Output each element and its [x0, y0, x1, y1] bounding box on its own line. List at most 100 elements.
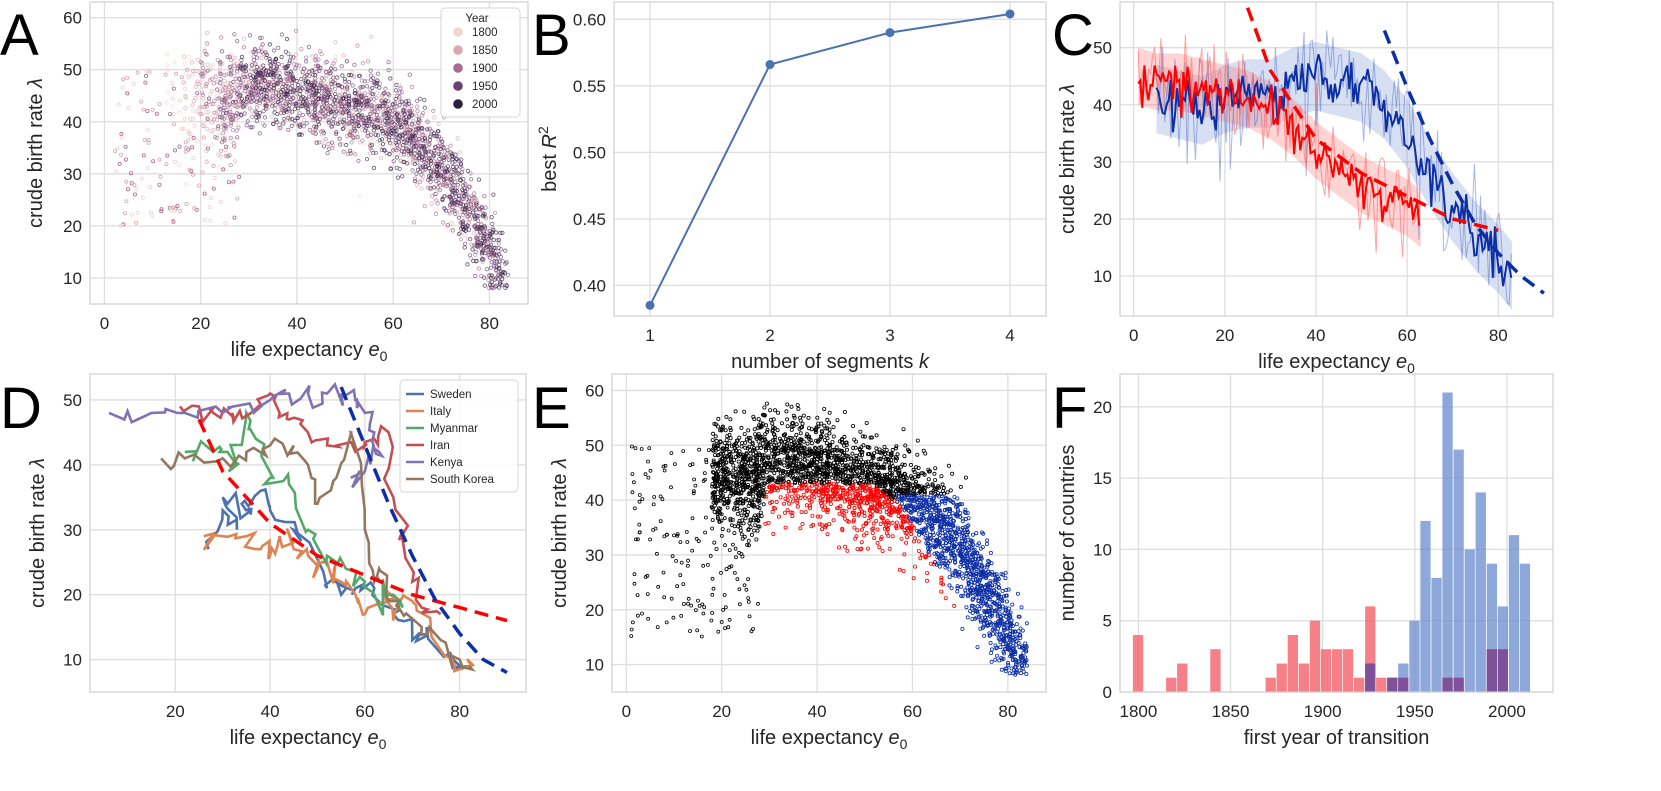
data-point — [816, 421, 821, 426]
x-axis-label-main: life expectancy — [1258, 351, 1396, 373]
data-point — [761, 502, 766, 507]
data-point — [795, 403, 800, 408]
data-point — [328, 78, 333, 83]
data-point — [444, 161, 449, 166]
data-point — [264, 99, 269, 104]
legend-label: Kenya — [430, 457, 463, 469]
data-point — [923, 555, 928, 560]
data-point — [399, 99, 404, 104]
data-point — [448, 143, 453, 148]
data-point — [473, 225, 478, 230]
data-point — [423, 164, 428, 169]
data-point — [969, 545, 974, 550]
data-point — [1003, 647, 1008, 652]
data-point — [414, 182, 420, 188]
data-point — [714, 422, 719, 427]
data-point — [795, 504, 800, 509]
data-point — [394, 112, 400, 118]
data-point — [433, 211, 438, 216]
data-point — [316, 88, 322, 94]
data-point — [364, 157, 370, 162]
x-axis-label-subscript: 0 — [379, 736, 387, 752]
data-point — [187, 54, 192, 59]
data-point — [842, 409, 847, 414]
data-point — [278, 125, 283, 131]
data-point — [948, 514, 953, 519]
data-point — [916, 549, 921, 554]
data-point — [1002, 638, 1007, 643]
series-line-south-korea — [160, 430, 477, 672]
data-point — [245, 119, 250, 124]
data-point — [288, 54, 293, 59]
data-point — [864, 501, 869, 506]
data-point — [317, 49, 322, 54]
data-point — [841, 490, 846, 495]
data-point — [342, 117, 347, 122]
data-point — [788, 510, 793, 515]
data-point — [218, 71, 223, 76]
data-point — [253, 51, 258, 56]
data-point — [488, 238, 493, 243]
data-point — [436, 121, 441, 127]
data-point — [250, 125, 255, 130]
data-point — [223, 153, 228, 158]
x-axis-label: life expectancy e0 — [230, 727, 387, 752]
y-tick-label: 50 — [63, 61, 82, 80]
data-point — [431, 167, 436, 172]
data-point — [182, 126, 187, 131]
data-point — [366, 123, 371, 128]
data-point — [287, 108, 292, 114]
data-point — [827, 431, 832, 436]
data-point — [862, 514, 867, 519]
data-point — [331, 98, 336, 103]
data-point — [497, 265, 502, 271]
data-point — [894, 520, 899, 525]
data-point — [132, 182, 137, 187]
data-point — [747, 476, 752, 481]
data-point — [326, 91, 331, 96]
data-point — [368, 138, 373, 143]
data-point — [439, 159, 444, 164]
data-point — [310, 100, 315, 105]
data-point — [249, 92, 254, 97]
data-point — [269, 114, 274, 119]
data-point — [793, 447, 798, 452]
data-point — [360, 113, 365, 118]
data-point — [251, 57, 256, 63]
data-point — [383, 86, 388, 91]
data-point — [395, 150, 400, 155]
data-point — [446, 227, 451, 232]
data-point — [420, 132, 425, 137]
data-point — [768, 408, 773, 413]
data-point — [422, 168, 427, 173]
data-point — [296, 132, 301, 137]
data-point — [467, 184, 472, 189]
data-point — [902, 454, 907, 459]
data-point — [165, 90, 170, 95]
data-point — [751, 474, 756, 479]
data-point — [500, 259, 505, 264]
data-point — [312, 110, 318, 115]
data-point — [278, 103, 283, 108]
data-point — [862, 464, 867, 469]
data-point — [727, 494, 732, 499]
data-point — [283, 91, 288, 97]
data-point — [925, 495, 930, 500]
data-point — [201, 65, 206, 70]
data-point — [435, 174, 440, 179]
data-point — [141, 153, 146, 158]
data-point — [776, 410, 781, 415]
data-point — [1008, 625, 1013, 630]
data-point — [217, 65, 223, 70]
data-point — [321, 78, 326, 84]
data-point — [402, 121, 407, 127]
data-point — [395, 117, 401, 122]
data-point — [215, 126, 221, 131]
data-point — [765, 427, 770, 432]
data-point — [1016, 640, 1021, 645]
data-point — [773, 408, 778, 413]
data-point — [800, 421, 805, 426]
data-point — [794, 432, 799, 437]
data-point — [721, 472, 726, 477]
data-point — [450, 157, 455, 162]
